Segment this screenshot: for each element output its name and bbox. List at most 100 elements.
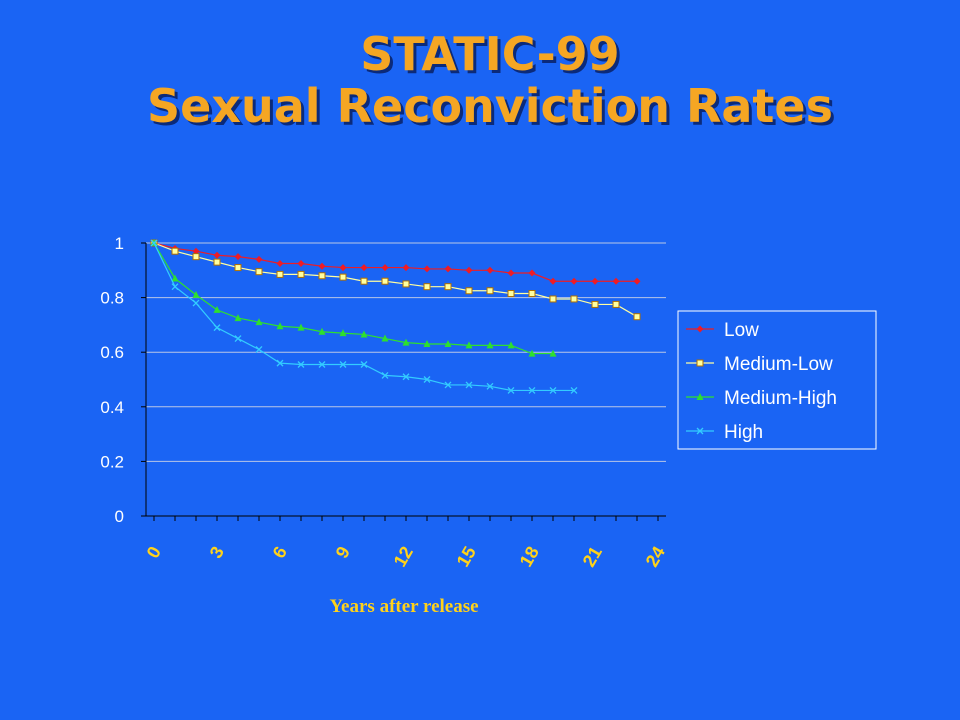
x-tick-label-7: 21 (579, 543, 606, 570)
point-low-17 (507, 269, 515, 277)
point-medium-low-14 (444, 283, 452, 291)
point-medium-low-16 (486, 287, 494, 295)
legend-marker-high (696, 427, 704, 435)
point-low-7 (297, 259, 305, 267)
legend-label-medium-low: Medium-Low (724, 354, 833, 375)
point-high-4 (234, 335, 242, 343)
point-medium-high-11 (381, 334, 389, 342)
point-medium-low-17 (507, 290, 515, 298)
x-tick-label-8: 24 (642, 543, 669, 570)
point-medium-high-16 (486, 341, 494, 349)
point-low-10 (360, 264, 368, 272)
point-medium-low-19 (549, 295, 557, 303)
y-tick-label-4: 0.8 (100, 289, 124, 308)
point-medium-low-11 (381, 277, 389, 285)
point-medium-high-5 (255, 318, 263, 326)
point-low-2 (192, 247, 200, 255)
point-medium-high-8 (318, 327, 326, 335)
point-low-21 (591, 277, 599, 285)
x-tick-label-4: 12 (390, 543, 417, 570)
point-high-0 (150, 239, 158, 247)
series-lines (150, 239, 641, 394)
point-medium-low-2 (192, 253, 200, 261)
point-low-14 (444, 265, 452, 273)
point-high-2 (192, 299, 200, 307)
series-line-low (153, 242, 637, 282)
point-medium-low-23 (633, 313, 641, 321)
point-low-20 (570, 277, 578, 285)
point-medium-high-12 (402, 338, 410, 346)
point-medium-low-15 (465, 287, 473, 295)
point-low-11 (381, 264, 389, 272)
legend-label-low: Low (724, 320, 759, 341)
y-tick-label-0: 0 (115, 507, 124, 526)
x-tick-label-6: 18 (516, 543, 543, 570)
x-tick-label-1: 3 (206, 543, 228, 562)
point-high-8 (318, 361, 326, 368)
point-medium-low-20 (570, 295, 578, 303)
point-high-3 (213, 324, 221, 332)
point-high-12 (402, 373, 410, 381)
point-medium-low-7 (297, 270, 305, 278)
point-medium-low-1 (171, 247, 179, 255)
legend-marker-medium-low (696, 359, 704, 367)
legend-marker-low (696, 325, 704, 333)
point-high-7 (297, 361, 305, 368)
point-medium-low-6 (276, 270, 284, 278)
point-medium-high-3 (213, 305, 221, 313)
point-medium-high-9 (339, 329, 347, 337)
legend-marker-medium-high (696, 393, 704, 400)
y-tick-label-3: 0.6 (100, 343, 124, 362)
legend-box (677, 310, 877, 450)
point-medium-low-5 (255, 268, 263, 276)
x-axis-title: Years after release (329, 596, 478, 617)
point-medium-high-14 (444, 340, 452, 348)
series-line-medium-low (153, 242, 638, 318)
point-medium-high-18 (528, 349, 536, 357)
point-low-23 (633, 277, 641, 285)
point-high-5 (255, 346, 263, 353)
series-line-medium-high (153, 242, 553, 355)
point-high-13 (423, 376, 431, 383)
point-medium-low-10 (360, 277, 368, 285)
x-tick-label-3: 9 (332, 543, 354, 562)
point-medium-high-6 (276, 322, 284, 330)
point-medium-low-12 (402, 280, 410, 288)
y-tick-label-2: 0.4 (100, 398, 124, 417)
point-medium-high-10 (360, 330, 368, 338)
legend-label-high: High (724, 422, 763, 443)
point-medium-high-4 (234, 314, 242, 322)
point-low-18 (528, 269, 536, 277)
point-low-4 (234, 253, 242, 261)
point-high-14 (444, 381, 452, 389)
legend-label-medium-high: Medium-High (724, 388, 837, 409)
point-medium-low-13 (423, 283, 431, 291)
x-tick-labels: 0 3 6 9 12 15 18 21 24 (143, 543, 669, 570)
point-medium-high-2 (192, 290, 200, 298)
point-high-10 (360, 361, 368, 368)
point-medium-high-13 (423, 340, 431, 348)
point-medium-low-4 (234, 264, 242, 272)
point-high-18 (528, 386, 536, 394)
legend: Low Medium-Low Medium-High High (677, 310, 877, 450)
axes (141, 242, 666, 521)
point-high-6 (276, 359, 284, 367)
point-high-15 (465, 381, 473, 389)
point-high-20 (570, 386, 578, 394)
y-tick-label-1: 0.2 (100, 452, 124, 471)
point-low-12 (402, 264, 410, 272)
point-medium-high-19 (549, 349, 557, 357)
point-medium-low-9 (339, 273, 347, 281)
slide-title-line-2: Sexual Reconviction Rates (147, 79, 833, 133)
gridlines (146, 242, 666, 462)
point-medium-high-1 (171, 274, 179, 282)
point-medium-high-15 (465, 341, 473, 349)
point-low-3 (213, 251, 221, 259)
point-high-19 (549, 386, 557, 394)
point-low-15 (465, 266, 473, 274)
point-medium-low-8 (318, 272, 326, 280)
point-low-22 (612, 277, 620, 285)
slide-title: STATIC-99 Sexual Reconviction Rates (0, 28, 960, 132)
point-low-6 (276, 259, 284, 267)
